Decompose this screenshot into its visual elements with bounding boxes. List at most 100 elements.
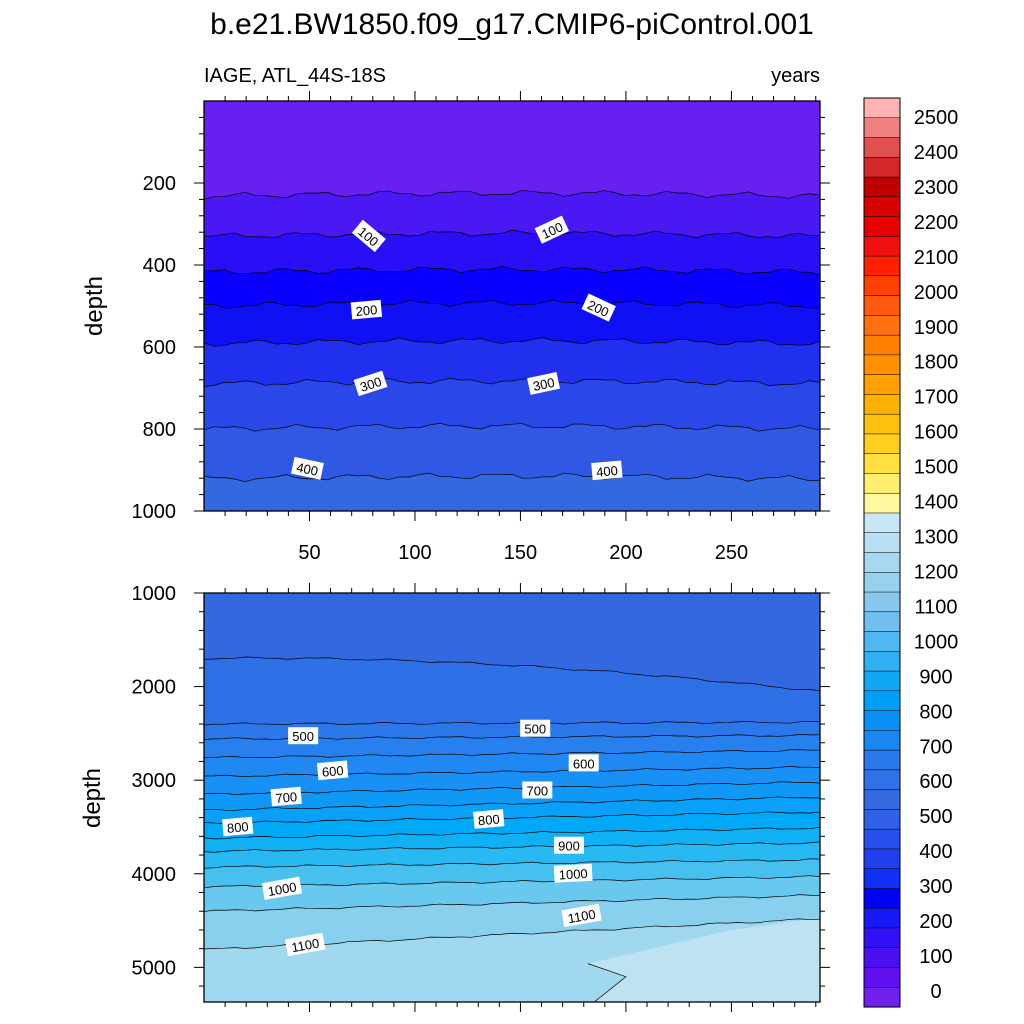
lower-contour-band	[204, 875, 820, 912]
contour-label-box	[553, 863, 593, 883]
upper-contour-band	[204, 337, 820, 387]
contour-label-box	[288, 727, 319, 745]
colorbar-label: 100	[919, 946, 952, 968]
colorbar-label: 1300	[914, 527, 959, 549]
upper-contour-label: 300	[353, 370, 388, 397]
colorbar-swatch	[863, 473, 901, 494]
colorbar-swatch	[863, 552, 901, 573]
upper-contour-label: 400	[591, 460, 623, 481]
lower-filled-contours	[204, 593, 820, 1002]
lower-contour-line	[203, 841, 821, 853]
upper-contour-band	[204, 230, 820, 275]
contour-label-box	[351, 219, 386, 253]
upper-contour-line	[203, 422, 821, 432]
colorbar-swatch	[863, 670, 901, 692]
colorbar-swatch	[863, 216, 901, 237]
colorbar-swatch	[863, 986, 901, 1008]
y-tick-label: 1000	[132, 501, 177, 523]
upper-contour-line	[203, 377, 821, 388]
colorbar-swatch	[863, 117, 901, 139]
upper-contour-line	[203, 473, 821, 483]
contour-label-box	[581, 293, 616, 322]
contour-label-box	[270, 786, 302, 807]
colorbar-swatch	[863, 512, 901, 534]
lower-axis-ticks: 1000 2000 3000 4000 5000	[132, 583, 830, 1012]
colorbar-swatch	[863, 749, 901, 771]
colorbar-swatch	[863, 572, 901, 593]
colorbar-label: 1500	[914, 457, 959, 479]
colorbar-swatch	[863, 828, 901, 850]
x-tick-label: 200	[609, 542, 642, 564]
colorbar-swatch	[863, 789, 901, 810]
upper-contour-line	[203, 189, 821, 200]
colorbar-swatch	[863, 492, 901, 514]
lower-contour-label: 800	[222, 816, 254, 837]
contour-label-text: 600	[321, 763, 344, 780]
lower-contour-label: 1100	[284, 932, 326, 957]
contour-label-text: 500	[292, 729, 314, 744]
lower-contour-band	[204, 827, 820, 853]
lower-contour-line	[203, 796, 821, 811]
upper-plot-frame	[203, 100, 821, 512]
colorbar-label: 300	[919, 876, 952, 898]
contour-label-text: 500	[524, 722, 546, 737]
contour-label-text: 800	[226, 819, 249, 836]
colorbar-swatch	[863, 413, 901, 435]
upper-y-axis-label: depth	[81, 276, 108, 336]
colorbar-label: 500	[919, 806, 952, 828]
colorbar-swatch	[863, 334, 901, 356]
contour-label-text: 600	[573, 756, 595, 771]
contour-label-text: 700	[526, 783, 548, 798]
figure-title: b.e21.BW1850.f09_g17.CMIP6-piControl.001	[210, 8, 814, 41]
contour-label-box	[350, 299, 383, 320]
colorbar-swatch	[863, 947, 901, 969]
lower-contour-line	[203, 894, 821, 912]
contour-label-box	[316, 760, 349, 781]
colorbar-swatch	[863, 591, 901, 613]
colorbar-label: 400	[919, 841, 952, 863]
lower-contour-band	[204, 593, 820, 691]
colorbar-label: 2100	[914, 247, 959, 269]
colorbar-label: 2500	[914, 107, 959, 129]
lower-contour-band	[204, 657, 820, 726]
lower-contour-line	[203, 749, 821, 759]
upper-contour-label: 400	[291, 456, 324, 480]
lower-contour-label: 700	[522, 781, 553, 799]
colorbar-swatch	[863, 315, 901, 336]
contour-label-box	[261, 876, 303, 900]
lower-plot-frame	[203, 592, 821, 1003]
y-tick-label: 1000	[132, 583, 177, 605]
upper-contour-band	[204, 423, 820, 482]
colorbar-swatch	[863, 651, 901, 672]
colorbar-swatch	[863, 137, 901, 158]
lower-contour-line	[203, 858, 821, 869]
colorbar-label: 700	[919, 736, 952, 758]
contour-label-box	[291, 456, 324, 480]
colorbar-label: 1700	[914, 387, 959, 409]
contour-label-box	[520, 719, 551, 737]
contour-label-text: 1000	[558, 866, 588, 882]
colorbar-label: 2000	[914, 282, 959, 304]
colorbar-label: 900	[919, 666, 952, 688]
lower-contour-band	[204, 781, 820, 811]
upper-contour-band	[204, 101, 820, 200]
lower-contour-line	[203, 766, 821, 777]
colorbar-swatch	[863, 374, 901, 395]
colorbar-swatch	[863, 157, 901, 178]
upper-contour-lines	[203, 189, 821, 483]
contour-label-text: 1000	[267, 879, 298, 899]
upper-contour-line	[203, 299, 821, 309]
colorbar-label: 2400	[914, 142, 959, 164]
contour-label-text: 1100	[290, 936, 320, 956]
lower-contour-line	[203, 826, 821, 840]
contour-label-text: 400	[596, 463, 619, 480]
colorbar-label: 1400	[914, 492, 959, 514]
colorbar-label: 1000	[914, 631, 959, 653]
colorbar-label: 0	[930, 981, 941, 1003]
upper-axis-ticks: 50 100 150 200 250 200 400 600 800 1000	[132, 91, 830, 564]
colorbar-label: 2300	[914, 177, 959, 199]
contour-label-box	[222, 816, 254, 837]
contour-label-box	[353, 370, 388, 397]
colorbar-swatch	[863, 730, 901, 751]
